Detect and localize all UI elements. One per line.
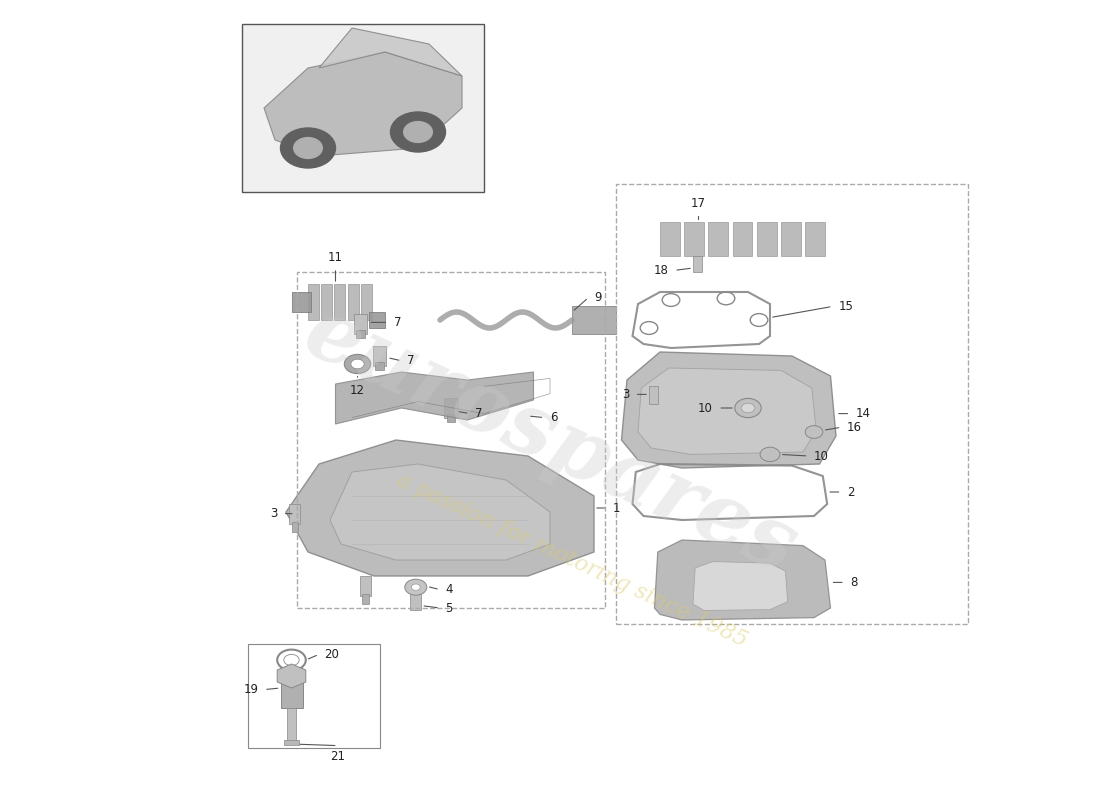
Text: 20: 20	[324, 648, 340, 661]
Bar	[757, 222, 777, 256]
Text: 10: 10	[814, 450, 829, 462]
Text: 2: 2	[847, 486, 855, 498]
Text: 19: 19	[243, 683, 258, 696]
Text: 3: 3	[270, 507, 277, 520]
Text: 7: 7	[475, 407, 483, 420]
Circle shape	[405, 579, 427, 595]
Bar	[348, 284, 359, 320]
Polygon shape	[264, 52, 462, 156]
Text: 7: 7	[407, 354, 415, 367]
Text: 4: 4	[446, 583, 453, 596]
Bar	[660, 222, 680, 256]
Bar	[292, 292, 311, 312]
Text: 3: 3	[621, 388, 629, 401]
Polygon shape	[654, 540, 830, 620]
Circle shape	[411, 584, 420, 590]
Bar	[280, 672, 302, 708]
Circle shape	[390, 112, 446, 152]
Bar	[444, 398, 458, 418]
Bar	[287, 708, 296, 742]
Polygon shape	[277, 664, 306, 688]
Text: a passion for motoring since 1985: a passion for motoring since 1985	[393, 469, 751, 651]
Text: 7: 7	[394, 316, 402, 329]
Polygon shape	[319, 28, 462, 76]
Polygon shape	[286, 440, 594, 576]
Text: eurospares: eurospares	[290, 290, 810, 590]
Polygon shape	[336, 372, 534, 424]
Polygon shape	[693, 562, 788, 610]
Polygon shape	[621, 352, 836, 468]
Text: 10: 10	[697, 402, 713, 414]
Text: 16: 16	[847, 421, 862, 434]
Bar	[242, 24, 484, 192]
Text: 11: 11	[328, 251, 343, 264]
Circle shape	[404, 122, 432, 142]
Text: 15: 15	[838, 300, 854, 313]
Bar	[375, 362, 384, 370]
Bar	[649, 386, 658, 404]
Polygon shape	[330, 464, 550, 560]
Circle shape	[344, 354, 371, 374]
Circle shape	[294, 138, 322, 158]
Bar	[805, 222, 825, 256]
Text: 17: 17	[691, 197, 706, 210]
Bar	[693, 256, 702, 272]
Bar	[373, 346, 386, 366]
Circle shape	[760, 447, 780, 462]
Text: 8: 8	[850, 576, 858, 589]
Bar	[292, 522, 298, 532]
Circle shape	[351, 359, 364, 369]
Bar	[447, 414, 455, 422]
Text: 6: 6	[550, 411, 558, 424]
Circle shape	[735, 398, 761, 418]
Bar	[616, 184, 968, 624]
Bar	[308, 284, 319, 320]
Bar	[781, 222, 801, 256]
Bar	[684, 222, 704, 256]
Bar	[248, 644, 380, 748]
Text: 1: 1	[613, 502, 620, 514]
Text: 18: 18	[653, 264, 669, 277]
Bar	[334, 284, 345, 320]
Bar	[356, 330, 365, 338]
Bar	[361, 284, 372, 320]
Bar	[297, 272, 605, 608]
Bar	[289, 504, 300, 524]
Bar	[733, 222, 752, 256]
Bar	[362, 594, 369, 604]
Text: 12: 12	[350, 384, 365, 397]
Bar	[410, 593, 421, 610]
Bar	[360, 576, 371, 596]
Text: 5: 5	[446, 602, 453, 614]
Circle shape	[805, 426, 823, 438]
Bar	[708, 222, 728, 256]
Bar	[572, 306, 616, 334]
Bar	[354, 314, 367, 334]
Text: 21: 21	[330, 750, 345, 762]
Text: 9: 9	[594, 291, 602, 304]
Polygon shape	[638, 368, 816, 454]
Circle shape	[280, 128, 336, 168]
Circle shape	[741, 403, 755, 413]
Bar	[368, 312, 385, 328]
Bar	[321, 284, 332, 320]
Text: 14: 14	[856, 407, 871, 420]
Bar	[284, 740, 299, 745]
